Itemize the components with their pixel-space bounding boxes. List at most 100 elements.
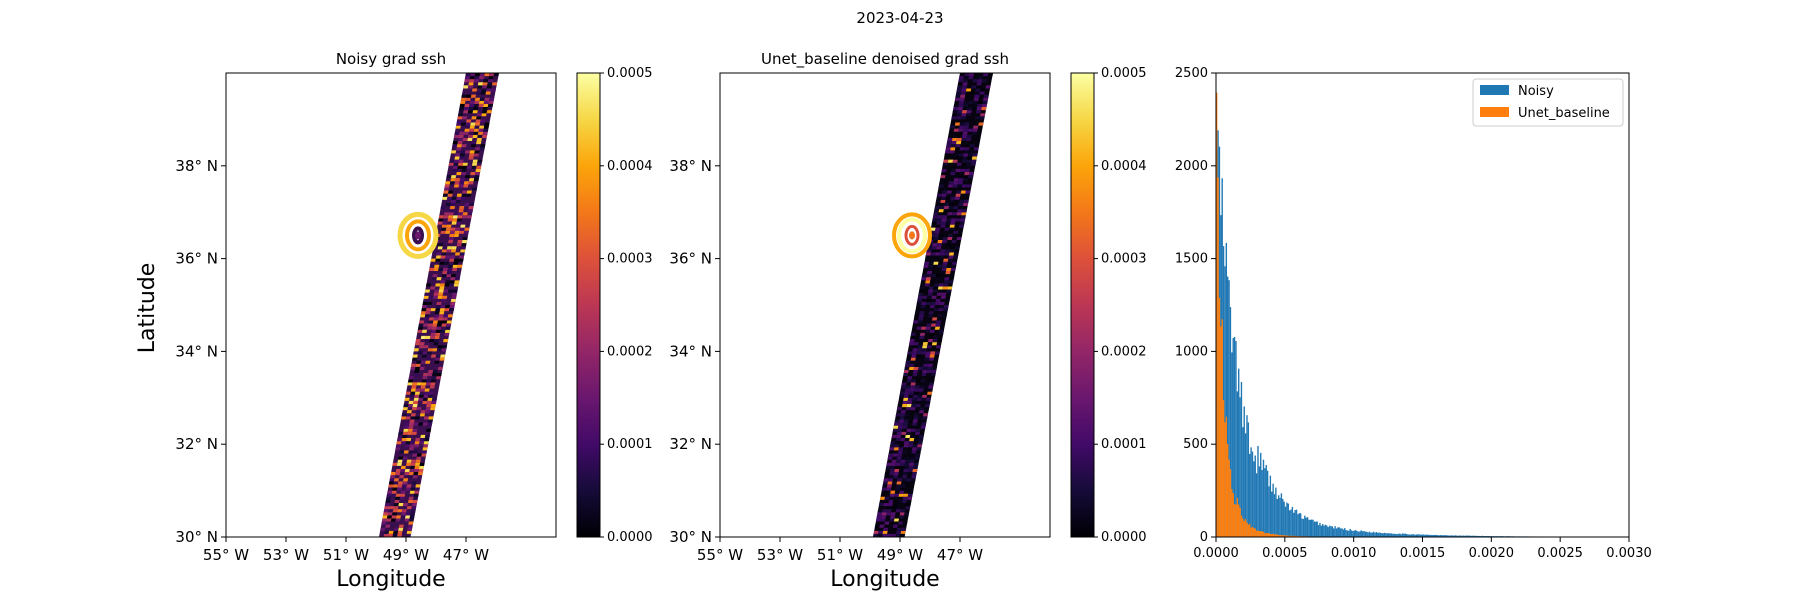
swath-cell (456, 196, 462, 200)
swath-cell (911, 400, 917, 404)
y-tick-label: 38° N (669, 157, 712, 175)
swath-cell (905, 431, 911, 435)
swath-cell (908, 465, 914, 469)
swath-cell (979, 116, 985, 120)
swath-cell (939, 252, 945, 256)
swath-cell (463, 131, 470, 135)
swath-cell (924, 354, 931, 358)
swath-cell (469, 76, 475, 80)
swath-cell (400, 465, 406, 469)
swath-cell (408, 496, 414, 500)
swath-cell (892, 456, 898, 460)
x-axis-label-noisy: Longitude (336, 567, 445, 592)
swath-cell (907, 351, 913, 355)
swath-cell (391, 493, 397, 497)
swath-cell (894, 419, 900, 423)
swath-cell (442, 196, 448, 200)
swath-cell (392, 487, 398, 491)
swath-cell (406, 410, 412, 414)
colorbar-tick-label: 0.0003 (1101, 252, 1147, 267)
swath-cell (932, 215, 938, 219)
histogram-bar (1277, 534, 1280, 537)
swath-cell (448, 240, 454, 244)
swath-cell (876, 515, 882, 519)
swath-cell (893, 475, 899, 479)
swath-cell (452, 141, 458, 145)
swath-cell (462, 212, 468, 216)
swath-cell (942, 261, 948, 265)
x-tick-label: 47° W (937, 546, 983, 564)
swath-cell (459, 227, 465, 231)
swath-cell (945, 147, 951, 151)
colorbar-gradient-unet (1071, 73, 1094, 537)
swath-cell (965, 88, 972, 92)
swath-cell (474, 122, 481, 126)
swath-cell (914, 314, 920, 318)
histogram-bar (1298, 513, 1300, 537)
swath-cell (903, 369, 909, 374)
swath-cell (448, 190, 454, 194)
swath-cell (933, 308, 939, 312)
swath-cell (886, 533, 892, 537)
swath-cell (926, 323, 932, 327)
swath-cell (962, 131, 968, 135)
swath-cell (467, 137, 473, 142)
swath-cell (395, 447, 401, 451)
swath-cell (950, 168, 957, 172)
swath-cell (431, 329, 437, 333)
swath-cell (961, 113, 967, 117)
swath-cell (952, 255, 959, 259)
swath-cell (479, 73, 485, 77)
histogram-bar (1405, 534, 1408, 537)
swath-cell (875, 518, 881, 522)
histogram-bar (1265, 533, 1267, 537)
swath-cell (963, 153, 969, 157)
histogram-bar (1266, 532, 1269, 537)
histogram-bar (1355, 530, 1357, 537)
swath-cell (912, 422, 918, 426)
swath-cell (953, 128, 959, 132)
swath-cell (451, 295, 457, 299)
swath-cell (902, 379, 908, 383)
histogram-bar (1440, 534, 1442, 537)
swath-cell (461, 215, 468, 219)
swath-cell (450, 277, 456, 281)
swath-cell (940, 221, 947, 225)
swath-cell (942, 215, 948, 219)
swath-cell (421, 379, 427, 383)
swath-cell (936, 193, 943, 197)
swath-cell (961, 159, 968, 163)
swath-cell (904, 363, 911, 367)
histogram-bar (1235, 341, 1237, 537)
swath-cell (423, 323, 429, 327)
swath-cell (457, 215, 463, 219)
swath-cell (435, 255, 442, 259)
swath-cell (933, 233, 940, 237)
swath-cell (919, 311, 925, 315)
swath-cell (892, 453, 898, 457)
swath-cell (920, 425, 926, 429)
histogram-bar (1246, 522, 1248, 537)
swath-cell (961, 137, 967, 142)
swath-cell (944, 249, 951, 253)
histogram-bar (1415, 534, 1417, 537)
swath-cell (413, 493, 419, 497)
swath-cell (916, 348, 923, 352)
swath-cell (951, 165, 957, 169)
swath-cell (938, 233, 944, 237)
swath-cell (392, 484, 398, 488)
swath-cell (902, 521, 908, 525)
swath-cell (933, 212, 939, 216)
swath-cell (949, 249, 955, 253)
swath-cell (924, 283, 930, 287)
swath-cell (897, 499, 903, 503)
swath-cell (967, 153, 973, 157)
swath-cell (947, 236, 953, 241)
swath-cell (969, 144, 975, 148)
swath-cell (951, 137, 958, 142)
histogram-bar (1386, 533, 1389, 537)
swath-cell (889, 493, 895, 497)
swath-cell (413, 373, 419, 377)
swath-cell (899, 394, 905, 398)
